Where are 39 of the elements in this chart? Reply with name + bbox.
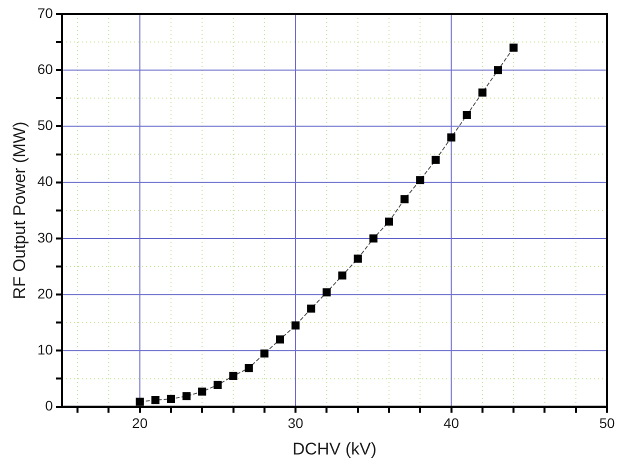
point: [307, 304, 316, 313]
x-tick-label: 40: [443, 415, 460, 432]
point: [494, 66, 502, 74]
point: [416, 176, 424, 184]
y-tick-label: 20: [37, 285, 54, 302]
y-axis-title: RF Output Power (MW): [10, 122, 29, 300]
point: [260, 349, 268, 358]
y-tick-label: 40: [37, 173, 54, 190]
y-tick-label: 50: [37, 117, 54, 134]
x-tick-label: 20: [132, 415, 148, 432]
y-tick-label: 60: [37, 60, 54, 77]
point: [198, 388, 206, 396]
point: [244, 364, 253, 372]
point: [229, 372, 238, 380]
point: [354, 254, 362, 263]
y-tick-label: 70: [37, 4, 54, 21]
point: [462, 110, 471, 120]
point: [400, 195, 409, 204]
point: [478, 88, 486, 97]
point: [292, 321, 300, 330]
x-axis-title: DCHV (kV): [292, 439, 377, 458]
point: [510, 44, 518, 52]
y-tick-label: 30: [37, 229, 54, 246]
point: [214, 380, 222, 389]
point: [136, 398, 144, 406]
x-tick-label: 30: [288, 415, 304, 432]
y-tick-label: 0: [45, 398, 54, 414]
point: [166, 394, 176, 403]
point: [151, 396, 160, 404]
point: [447, 133, 456, 142]
x-tick-label: 50: [599, 415, 615, 432]
point: [276, 335, 284, 344]
point: [338, 271, 346, 280]
point: [384, 218, 394, 226]
point: [322, 288, 331, 296]
point: [369, 234, 378, 242]
point: [432, 156, 440, 164]
point: [182, 392, 191, 400]
y-tick-label: 10: [37, 342, 54, 358]
